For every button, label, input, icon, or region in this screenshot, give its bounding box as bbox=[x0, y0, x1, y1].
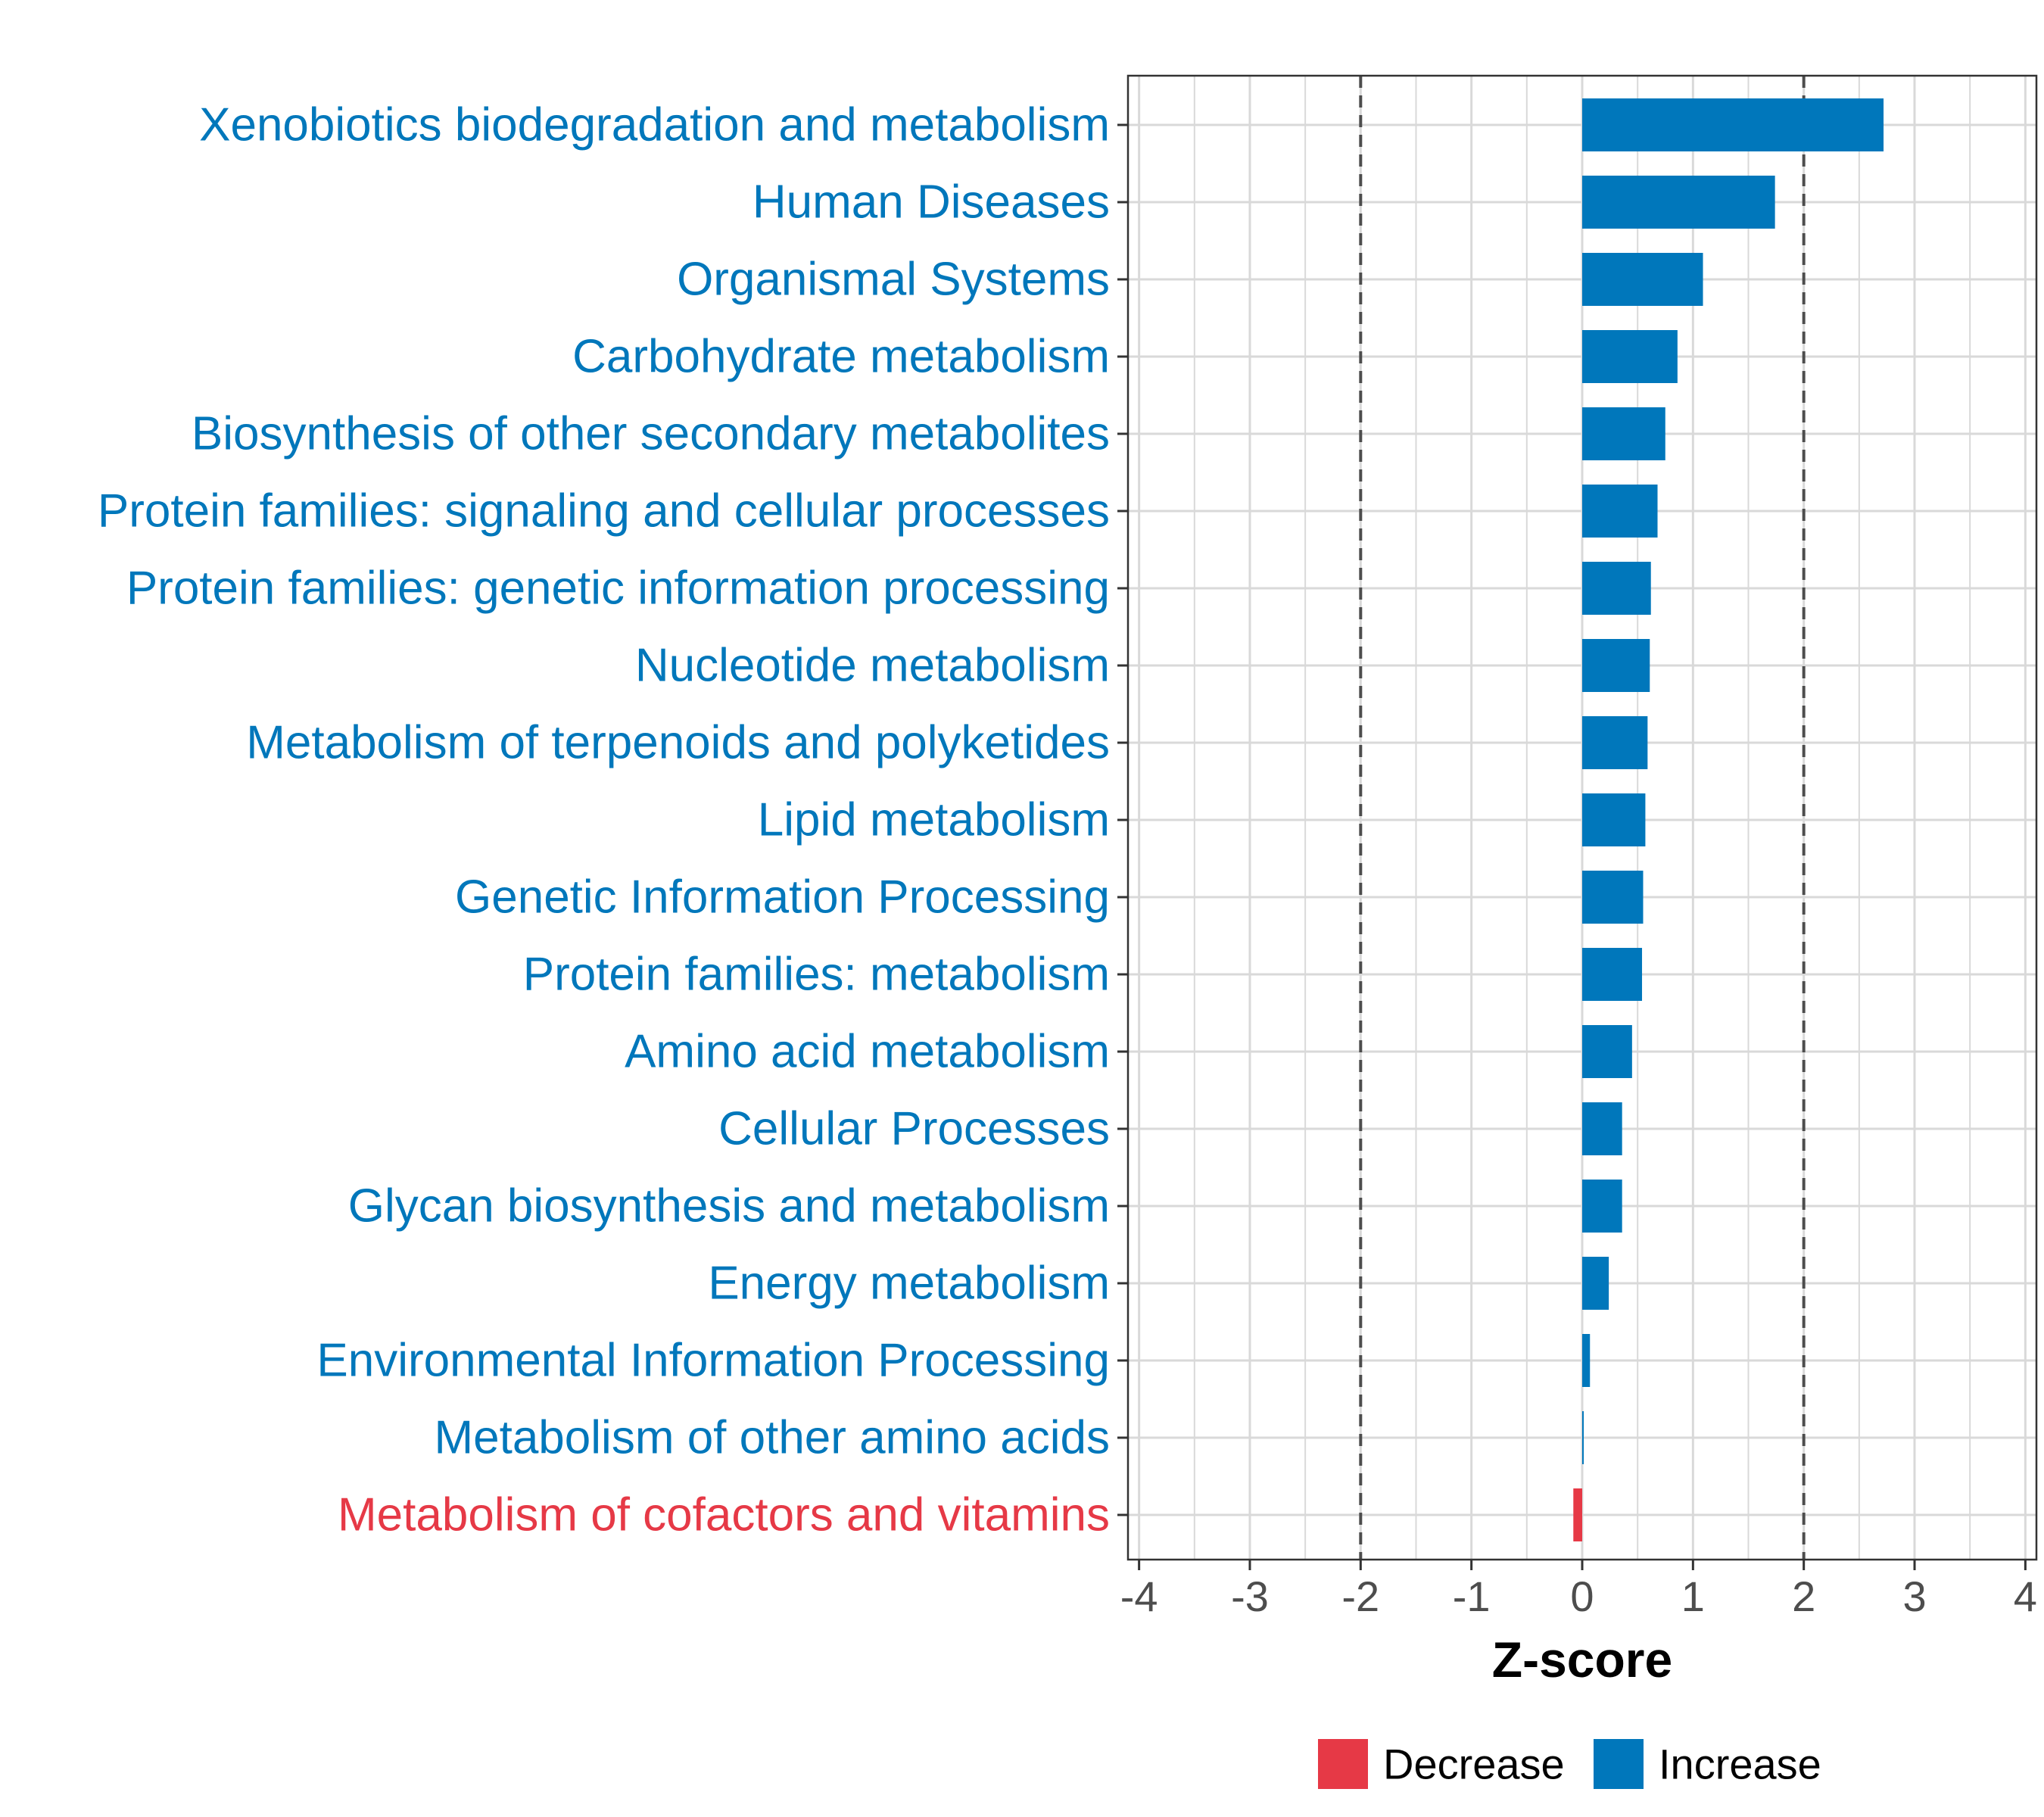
bar bbox=[1582, 98, 1884, 151]
category-label: Nucleotide metabolism bbox=[635, 640, 1110, 692]
legend: Decrease Increase bbox=[1318, 1739, 1821, 1789]
x-tick-label: 2 bbox=[1792, 1572, 1815, 1620]
x-axis-title: Z-score bbox=[1492, 1632, 1672, 1688]
bar bbox=[1582, 948, 1643, 1001]
category-labels: Xenobiotics biodegradation and metabolis… bbox=[98, 99, 1128, 1541]
bar bbox=[1582, 793, 1646, 846]
bar bbox=[1582, 176, 1775, 229]
x-tick-label: -1 bbox=[1453, 1572, 1491, 1620]
bar bbox=[1582, 485, 1658, 538]
category-label: Metabolism of other amino acids bbox=[434, 1412, 1110, 1464]
bar bbox=[1573, 1488, 1582, 1541]
category-label: Organismal Systems bbox=[677, 254, 1110, 306]
x-tick-label: -2 bbox=[1341, 1572, 1379, 1620]
category-label: Genetic Information Processing bbox=[455, 871, 1110, 924]
bar bbox=[1582, 1102, 1622, 1155]
category-label: Protein families: signaling and cellular… bbox=[98, 485, 1110, 538]
x-axis-ticks: -4 -3 -2 -1 0 1 2 3 4 bbox=[1120, 1560, 2037, 1620]
category-label: Metabolism of terpenoids and polyketides bbox=[246, 717, 1110, 769]
category-label: Carbohydrate metabolism bbox=[572, 331, 1110, 383]
x-tick-label: -4 bbox=[1120, 1572, 1158, 1620]
bar bbox=[1582, 1025, 1632, 1078]
bar bbox=[1582, 1180, 1622, 1233]
category-label: Xenobiotics biodegradation and metabolis… bbox=[199, 99, 1110, 151]
bar bbox=[1582, 407, 1665, 460]
reference-lines bbox=[1359, 76, 1806, 1560]
legend-label: Increase bbox=[1659, 1741, 1821, 1788]
category-label: Cellular Processes bbox=[718, 1103, 1110, 1155]
bar bbox=[1582, 253, 1703, 306]
legend-label: Decrease bbox=[1383, 1741, 1565, 1788]
category-label: Environmental Information Processing bbox=[316, 1335, 1110, 1387]
bar bbox=[1582, 716, 1648, 769]
bar bbox=[1582, 639, 1650, 692]
category-label: Biosynthesis of other secondary metaboli… bbox=[192, 408, 1110, 460]
bar bbox=[1582, 871, 1644, 924]
x-tick-label: -3 bbox=[1231, 1572, 1269, 1620]
x-tick-label: 4 bbox=[2014, 1572, 2037, 1620]
bar bbox=[1582, 1257, 1609, 1310]
category-label: Energy metabolism bbox=[708, 1258, 1110, 1310]
bar bbox=[1582, 330, 1678, 383]
bar bbox=[1582, 562, 1651, 615]
bar bbox=[1582, 1334, 1591, 1387]
x-tick-label: 1 bbox=[1681, 1572, 1705, 1620]
category-label: Metabolism of cofactors and vitamins bbox=[338, 1489, 1110, 1541]
legend-swatch bbox=[1594, 1739, 1644, 1789]
legend-swatch bbox=[1318, 1739, 1368, 1789]
x-tick-label: 3 bbox=[1902, 1572, 1926, 1620]
category-label: Protein families: metabolism bbox=[523, 949, 1110, 1001]
category-label: Lipid metabolism bbox=[758, 794, 1110, 846]
category-label: Human Diseases bbox=[752, 176, 1110, 229]
bar-layer bbox=[1573, 98, 1884, 1541]
x-tick-label: 0 bbox=[1570, 1572, 1594, 1620]
bar bbox=[1582, 1411, 1584, 1464]
category-label: Glycan biosynthesis and metabolism bbox=[348, 1180, 1110, 1233]
category-label: Amino acid metabolism bbox=[625, 1026, 1110, 1078]
category-label: Protein families: genetic information pr… bbox=[126, 563, 1110, 615]
